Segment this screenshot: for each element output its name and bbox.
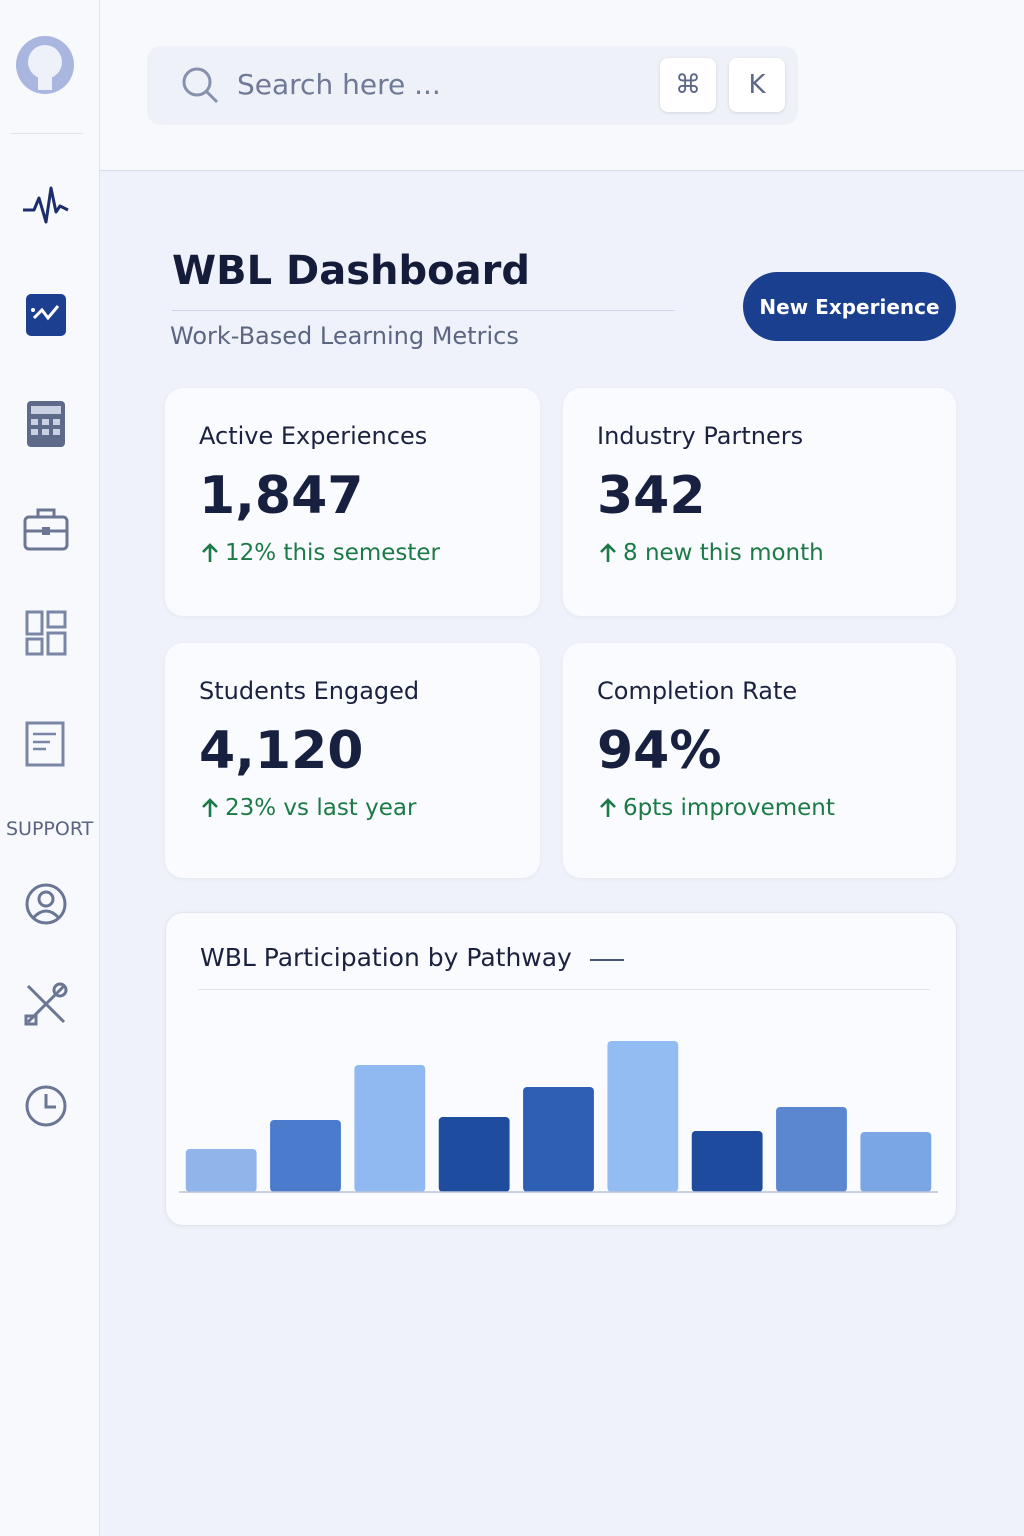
arrow-path <box>202 798 218 817</box>
bar <box>776 1107 847 1192</box>
shortcut-key: ⌘ <box>660 58 716 112</box>
bar <box>607 1041 679 1192</box>
stat-change-row: 23% vs last year <box>201 795 416 821</box>
search-placeholder: Search here ... <box>237 68 441 101</box>
stat-value: 1,847 <box>199 466 364 526</box>
layout-icon[interactable] <box>20 607 72 659</box>
page-title: WBL Dashboard <box>172 248 530 294</box>
bar <box>270 1120 341 1192</box>
stat-value: 94% <box>597 721 722 781</box>
avatar[interactable] <box>14 36 76 94</box>
stat-value: 342 <box>597 466 706 526</box>
new-experience-button[interactable]: New Experience <box>743 272 956 341</box>
tools-icon[interactable] <box>20 978 72 1030</box>
up-arrow-icon <box>600 798 616 817</box>
stat-change: 23% vs last year <box>225 795 417 821</box>
divider <box>198 989 930 990</box>
document-icon[interactable] <box>20 718 72 770</box>
stat-value: 4,120 <box>199 721 364 781</box>
history-icon[interactable] <box>20 1080 72 1132</box>
shortcut-key: K <box>729 58 785 112</box>
section-label: SUPPORT <box>6 818 94 840</box>
up-arrow-icon <box>202 543 218 562</box>
stat-label: Industry Partners <box>597 422 804 450</box>
chart-card: WBL Participation by Pathway <box>165 912 957 1226</box>
arrow-path <box>202 543 218 562</box>
divider <box>11 133 83 134</box>
stat-card: Active Experiences 1,847 12% this semester <box>165 388 540 616</box>
activity-icon[interactable] <box>20 182 72 234</box>
profile-icon[interactable] <box>20 878 72 930</box>
bar <box>691 1131 763 1192</box>
page-subtitle: Work-Based Learning Metrics <box>170 322 519 350</box>
stat-change-row: 12% this semester <box>201 540 440 566</box>
bar <box>438 1117 510 1192</box>
top-bar: Search here ... ⌘ K <box>100 0 1024 171</box>
stat-change: 12% this semester <box>225 540 441 566</box>
divider <box>172 310 675 311</box>
analytics-icon[interactable] <box>20 290 72 342</box>
search-icon <box>182 67 219 104</box>
briefcase-icon[interactable] <box>20 505 72 557</box>
sidebar: SUPPORT <box>0 0 100 1536</box>
up-arrow-icon <box>600 543 616 562</box>
arrow-path <box>600 798 616 817</box>
bar <box>185 1149 257 1192</box>
stat-label: Active Experiences <box>199 422 428 450</box>
stat-card: Completion Rate 94% 6pts improvement <box>563 643 956 878</box>
stat-label: Students Engaged <box>199 677 420 705</box>
arrow-path <box>600 543 616 562</box>
search-box[interactable]: Search here ... ⌘ K <box>147 46 798 125</box>
bar <box>523 1087 594 1192</box>
chart-title: WBL Participation by Pathway <box>200 943 572 972</box>
stat-change-row: 6pts improvement <box>599 795 835 821</box>
up-arrow-icon <box>202 798 218 817</box>
calculator-icon[interactable] <box>20 398 72 450</box>
stat-card: Students Engaged 4,120 23% vs last year <box>165 643 540 878</box>
bar <box>860 1132 932 1192</box>
stat-change: 8 new this month <box>623 540 824 566</box>
stat-card: Industry Partners 342 8 new this month <box>563 388 956 616</box>
bar-chart <box>179 1041 938 1193</box>
stat-change-row: 8 new this month <box>599 540 824 566</box>
stat-change: 6pts improvement <box>623 795 835 821</box>
stat-label: Completion Rate <box>597 677 798 705</box>
title-dash <box>590 959 624 961</box>
bar <box>354 1065 426 1192</box>
